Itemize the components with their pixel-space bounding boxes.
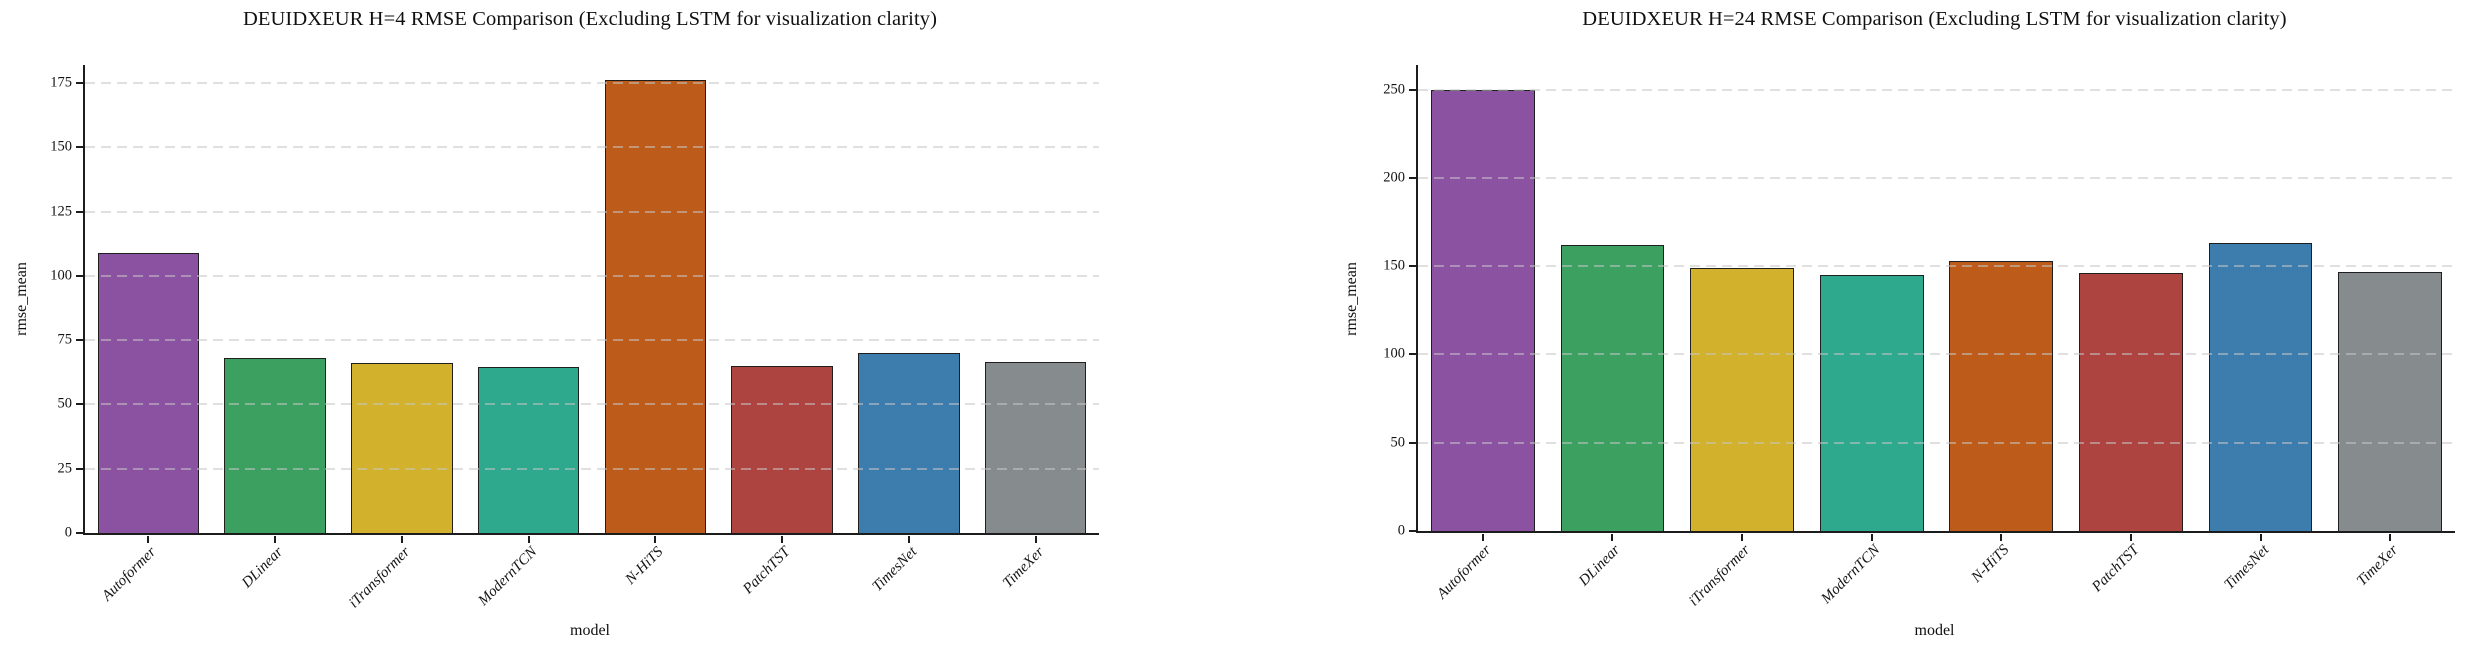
chart-title: DEUIDXEUR H=24 RMSE Comparison (Excludin… [1582, 8, 2287, 30]
bar-timesnet [858, 353, 960, 533]
x-tick-mark [2259, 534, 2262, 541]
y-tick-mark [76, 339, 83, 342]
chart-title: DEUIDXEUR H=4 RMSE Comparison (Excluding… [242, 8, 938, 30]
bar-dlinear [224, 358, 326, 533]
x-tick-label: ModernTCN [1818, 542, 1884, 607]
x-tick-mark [2000, 534, 2003, 541]
bar-itransformer [1690, 268, 1794, 531]
x-tick-label: PatchTST [740, 544, 794, 598]
x-tick-label: TimesNet [2221, 542, 2272, 593]
x-tick-mark [1611, 534, 1614, 541]
y-tick-label: 150 [1383, 257, 1405, 274]
gridline-150 [85, 146, 1099, 149]
x-tick-label: TimeXer [2354, 542, 2402, 590]
left-chart-panel: DEUIDXEUR H=4 RMSE Comparison (Excluding… [0, 0, 1233, 666]
x-axis-label: model [1914, 622, 1955, 639]
y-tick-mark [76, 274, 83, 277]
y-tick-mark [76, 467, 83, 470]
y-tick-label: 0 [1397, 522, 1405, 539]
x-tick-label: N-HiTS [622, 544, 667, 588]
bar-moderntcn [477, 367, 580, 533]
bar-itransformer [351, 363, 453, 533]
y-tick-mark [76, 210, 83, 213]
bar-autoformer [1430, 89, 1535, 531]
x-tick-label: TimesNet [869, 544, 921, 595]
x-tick-mark [2129, 534, 2132, 541]
y-tick-label: 250 [1383, 81, 1405, 98]
gridline-250 [1418, 88, 2455, 91]
y-tick-label: 25 [57, 460, 73, 477]
x-axis-label: model [570, 622, 610, 639]
y-tick-label: 50 [57, 395, 73, 412]
gridline-200 [1418, 176, 2455, 179]
x-tick-label: Autoformer [1433, 542, 1495, 603]
y-tick-label: 75 [57, 331, 73, 348]
x-tick-mark [1481, 534, 1484, 541]
bar-n-hits [604, 80, 707, 533]
gridline-125 [85, 210, 1099, 213]
y-tick-mark [76, 403, 83, 406]
gridline-175 [85, 82, 1099, 84]
bar-timexer [984, 362, 1087, 533]
y-tick-label: 100 [50, 267, 72, 284]
x-tick-label: ModernTCN [474, 544, 540, 609]
x-tick-mark [1741, 534, 1744, 541]
x-tick-mark [781, 536, 784, 543]
y-tick-mark [76, 82, 83, 84]
x-tick-mark [1034, 536, 1037, 543]
bar-autoformer [97, 252, 200, 533]
x-tick-label: DLinear [239, 544, 287, 592]
plot-area: 0 50 100 150 200 250 Autoformer DLinear iTransfo… [1383, 65, 2455, 609]
x-tick-mark [1870, 534, 1873, 541]
bar-patchtst [731, 365, 833, 533]
y-tick-mark [1409, 176, 1416, 179]
y-tick-mark [76, 532, 83, 534]
x-tick-mark [654, 536, 657, 543]
x-tick-label: PatchTST [2089, 542, 2143, 596]
gridline-100 [85, 274, 1099, 277]
y-tick-mark [1409, 265, 1416, 268]
plot-area: 0 25 50 75 100 125 150 175 Autoformer DLinear iTra… [50, 65, 1099, 611]
y-tick-mark [1409, 353, 1416, 356]
bar-n-hits [1949, 260, 2054, 531]
x-tick-label: iTransformer [1686, 542, 1754, 610]
x-tick-mark [274, 536, 277, 543]
y-tick-mark [1409, 88, 1416, 91]
right-chart-panel: DEUIDXEUR H=24 RMSE Comparison (Excludin… [1234, 0, 2467, 666]
bar-timexer [2338, 271, 2443, 531]
x-tick-label: TimeXer [999, 544, 1047, 592]
y-tick-mark [1409, 530, 1416, 532]
y-axis-label: rmse_mean [1343, 262, 1360, 336]
bar-dlinear [1560, 245, 1665, 531]
x-tick-mark [400, 536, 403, 543]
bar-timesnet [2208, 243, 2313, 531]
y-tick-label: 50 [1390, 434, 1406, 451]
x-tick-label: DLinear [1576, 542, 1624, 590]
x-tick-mark [527, 536, 530, 543]
y-tick-mark [76, 146, 83, 149]
y-axis-label: rmse_mean [13, 262, 30, 336]
y-tick-label: 125 [50, 203, 72, 220]
x-tick-label: Autoformer [99, 544, 160, 605]
bar-patchtst [2079, 273, 2183, 531]
bar-moderntcn [1819, 275, 1924, 531]
y-tick-label: 200 [1383, 169, 1405, 186]
x-tick-label: N-HiTS [1968, 542, 2013, 586]
gridline-75 [85, 339, 1099, 342]
x-tick-label: iTransformer [345, 544, 414, 612]
x-tick-mark [147, 536, 150, 543]
x-tick-mark [2389, 534, 2392, 541]
y-tick-label: 150 [50, 138, 72, 155]
y-tick-label: 175 [50, 74, 72, 91]
y-tick-label: 0 [64, 524, 72, 541]
y-tick-label: 100 [1383, 345, 1405, 362]
x-tick-mark [907, 536, 910, 543]
y-tick-mark [1409, 441, 1416, 444]
